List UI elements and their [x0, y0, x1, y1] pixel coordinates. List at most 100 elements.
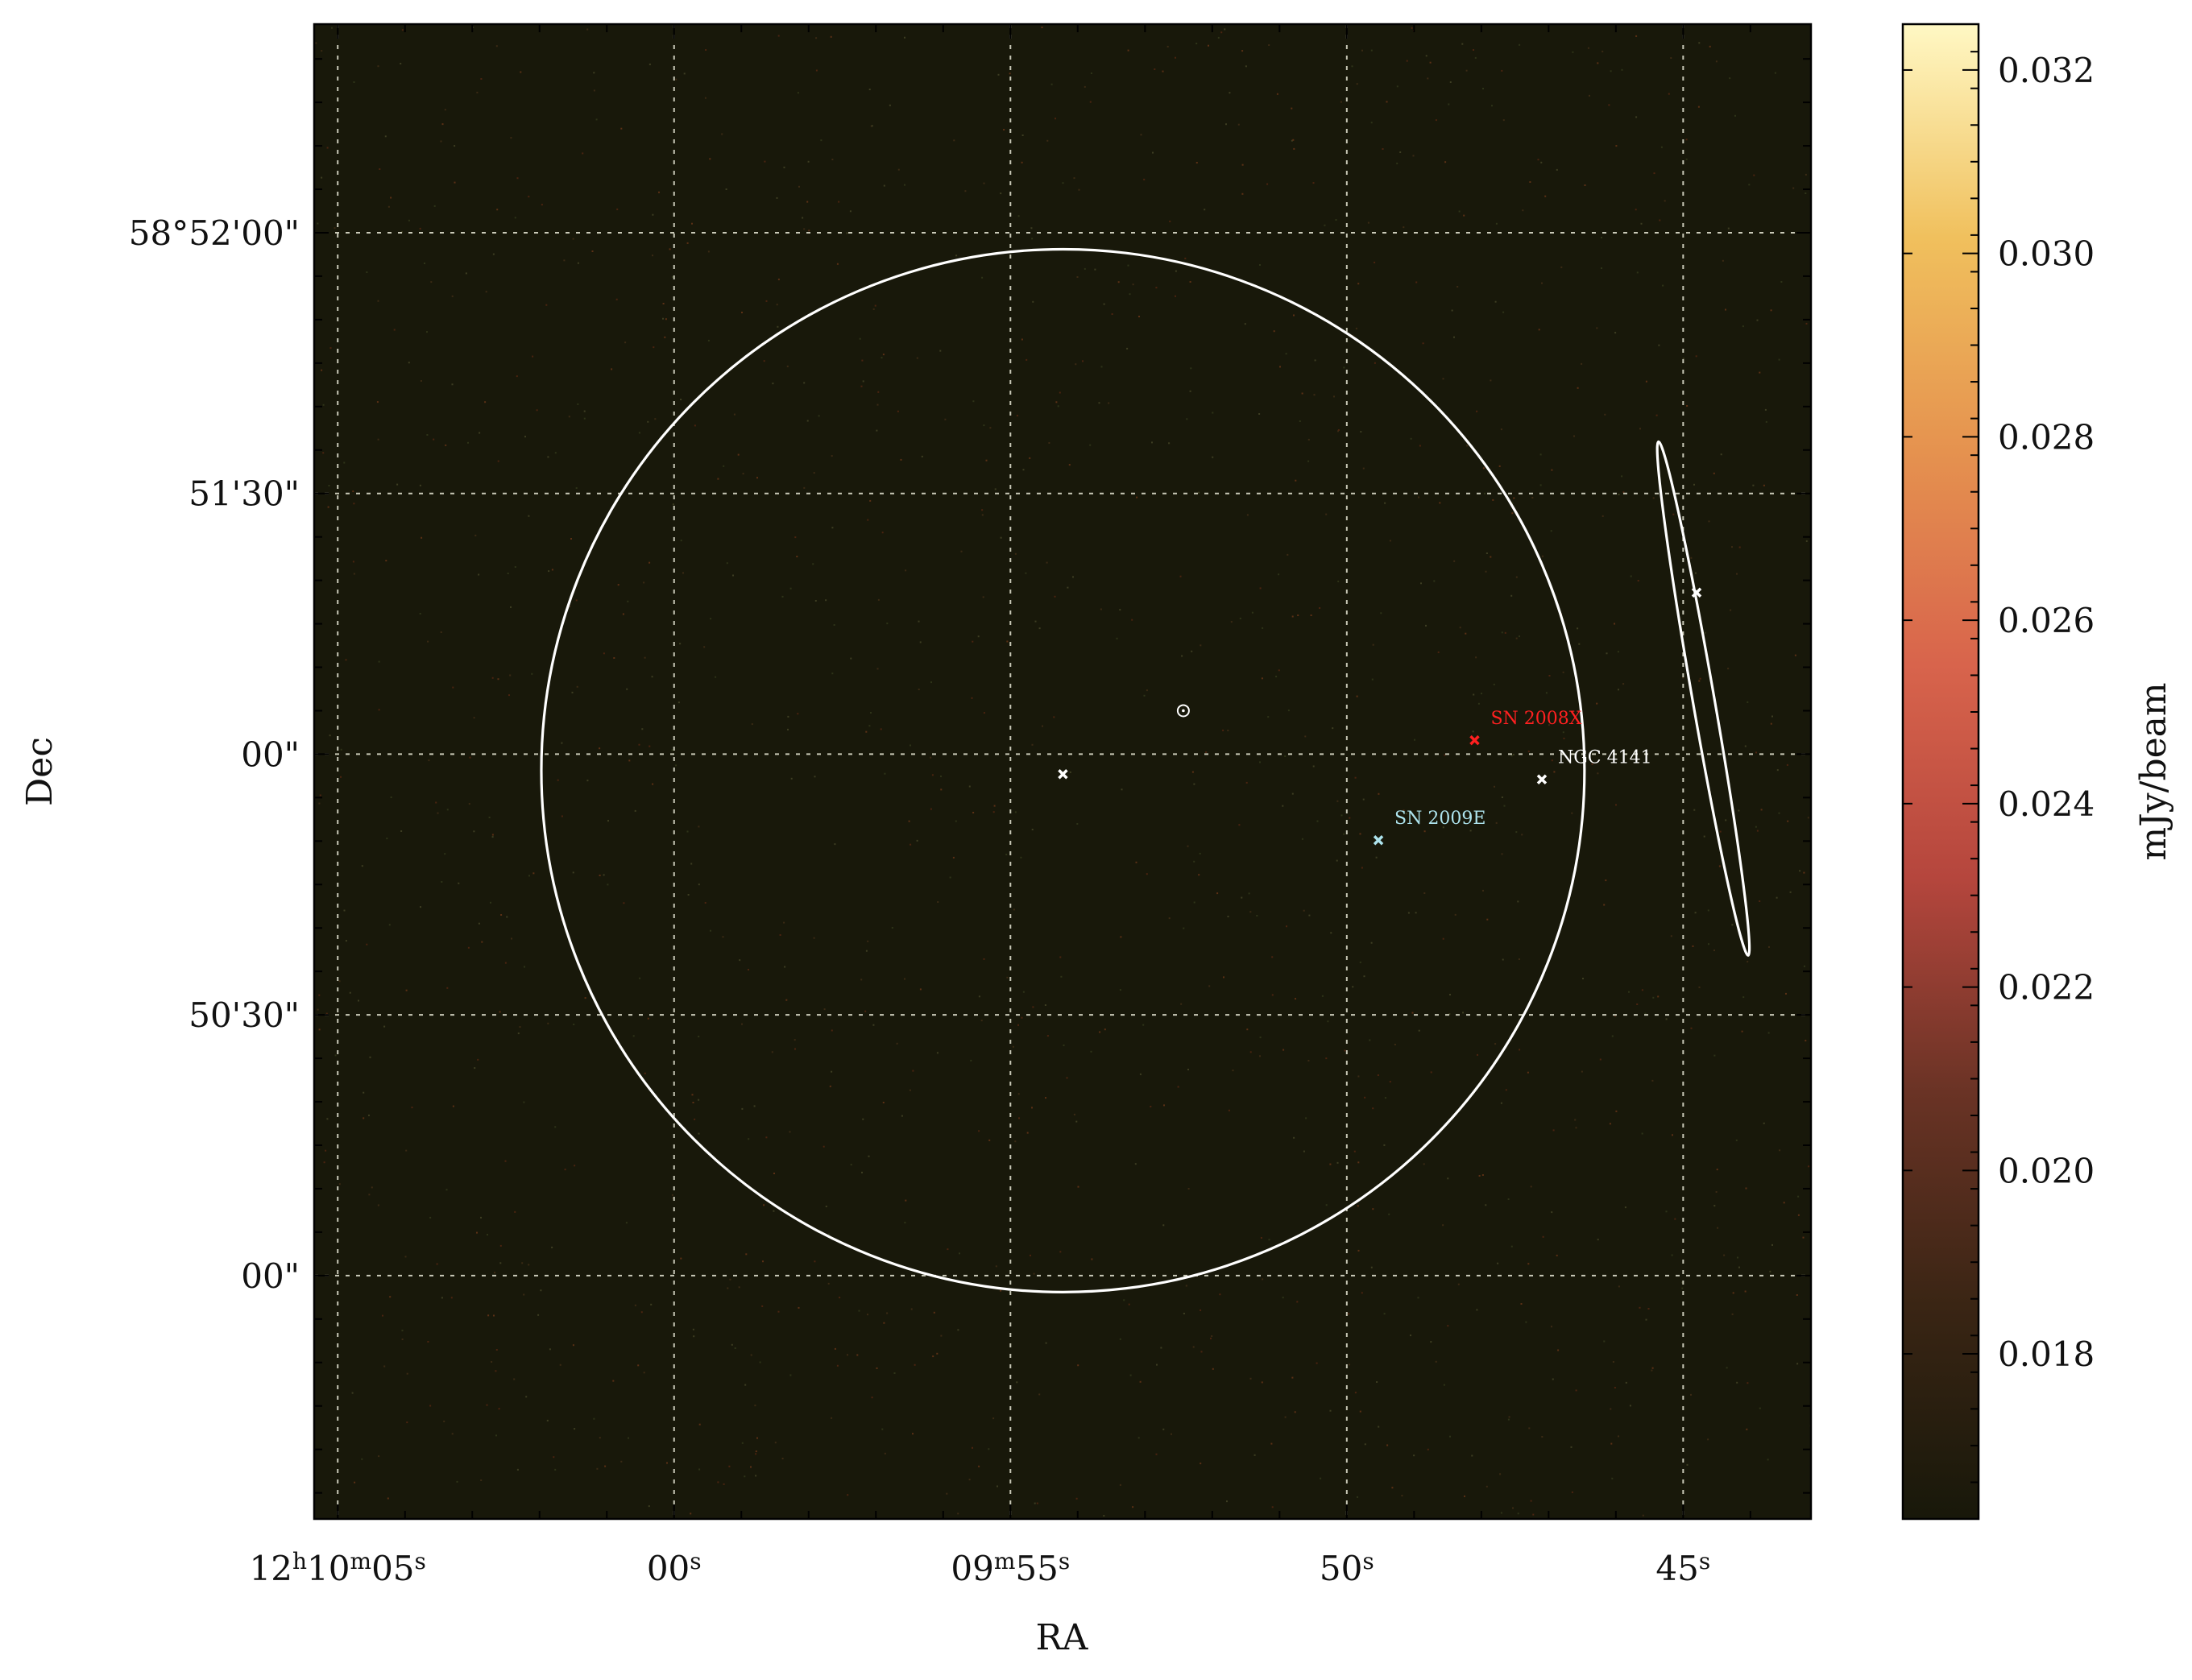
- noise-speck: [884, 1452, 886, 1454]
- noise-speck: [1000, 192, 1002, 195]
- noise-speck: [1771, 1243, 1773, 1246]
- noise-speck: [1076, 823, 1079, 825]
- noise-speck: [1316, 1362, 1318, 1364]
- noise-speck: [960, 550, 963, 552]
- noise-speck: [936, 1352, 939, 1355]
- noise-speck: [377, 65, 379, 68]
- noise-speck: [1211, 1335, 1213, 1337]
- noise-speck: [1747, 961, 1749, 963]
- noise-speck: [789, 1374, 792, 1376]
- noise-speck: [930, 756, 932, 759]
- noise-speck: [1551, 1326, 1552, 1328]
- noise-speck: [955, 820, 957, 822]
- noise-speck: [599, 875, 601, 876]
- noise-speck: [952, 856, 955, 859]
- noise-speck: [1449, 1435, 1451, 1438]
- noise-speck: [325, 1012, 328, 1015]
- noise-speck: [536, 409, 538, 412]
- noise-speck: [1045, 1342, 1047, 1344]
- noise-speck: [1138, 316, 1140, 317]
- noise-speck: [647, 1017, 649, 1020]
- noise-speck: [352, 490, 354, 493]
- noise-speck: [947, 1248, 949, 1251]
- noise-speck: [859, 337, 861, 340]
- noise-speck: [576, 685, 578, 688]
- noise-speck: [1029, 457, 1031, 459]
- noise-speck: [1082, 360, 1084, 362]
- noise-speck: [484, 401, 487, 403]
- noise-speck: [1337, 429, 1340, 431]
- noise-speck: [554, 1468, 557, 1471]
- noise-speck: [1195, 43, 1198, 44]
- noise-speck: [547, 1022, 549, 1024]
- noise-speck: [435, 801, 437, 804]
- noise-speck: [1776, 769, 1779, 772]
- noise-speck: [1163, 1104, 1165, 1107]
- axis-ticks: [314, 24, 1811, 1519]
- noise-speck: [1802, 1236, 1805, 1239]
- noise-speck: [1359, 1410, 1361, 1413]
- noise-speck: [545, 304, 548, 306]
- noise-speck: [1325, 513, 1328, 515]
- noise-speck: [1285, 353, 1287, 355]
- noise-speck: [361, 865, 363, 867]
- noise-speck: [1294, 1411, 1296, 1413]
- noise-speck: [1391, 1487, 1394, 1489]
- noise-speck: [698, 1036, 700, 1037]
- noise-speck: [1016, 415, 1018, 417]
- noise-speck: [1312, 765, 1315, 768]
- noise-speck: [1617, 651, 1619, 653]
- noise-speck: [1262, 1278, 1264, 1281]
- noise-speck: [478, 922, 480, 925]
- dec-tick-label: 50'30": [189, 995, 300, 1035]
- noise-speck: [1716, 1169, 1718, 1171]
- noise-speck: [1364, 1443, 1366, 1446]
- noise-speck: [1293, 314, 1295, 317]
- noise-speck: [813, 937, 815, 939]
- noise-speck: [1012, 1045, 1014, 1048]
- noise-speck: [1525, 1321, 1527, 1323]
- noise-speck: [1756, 319, 1759, 321]
- noise-speck: [1453, 336, 1455, 338]
- noise-speck: [803, 382, 806, 384]
- noise-speck: [1359, 833, 1361, 835]
- noise-speck: [1437, 651, 1440, 653]
- noise-speck: [1608, 104, 1610, 106]
- noise-speck: [1084, 267, 1086, 270]
- noise-speck: [1520, 1303, 1523, 1305]
- noise-speck: [1256, 915, 1258, 917]
- noise-speck: [1753, 174, 1755, 176]
- noise-speck: [1363, 975, 1365, 978]
- noise-speck: [1337, 580, 1340, 582]
- noise-speck: [1759, 1407, 1761, 1409]
- noise-speck: [721, 133, 723, 135]
- noise-speck: [488, 817, 491, 818]
- noise-speck: [495, 1434, 497, 1437]
- region-point: [1176, 704, 1190, 718]
- noise-speck: [1078, 188, 1080, 191]
- noise-speck: [1009, 72, 1011, 75]
- noise-speck: [1383, 1313, 1386, 1315]
- noise-speck: [1551, 469, 1553, 471]
- noise-speck: [628, 759, 631, 762]
- noise-speck: [1301, 838, 1303, 840]
- noise-speck: [686, 242, 689, 244]
- noise-speck: [671, 276, 673, 278]
- noise-speck: [671, 1194, 673, 1196]
- noise-speck: [1449, 81, 1452, 83]
- noise-speck: [868, 725, 871, 727]
- noise-speck: [622, 613, 624, 615]
- noise-speck: [883, 184, 885, 187]
- noise-speck: [528, 875, 530, 877]
- noise-speck: [611, 368, 613, 370]
- colorbar-tick-label: 0.024: [1998, 784, 2095, 824]
- noise-speck: [1562, 671, 1564, 673]
- noise-speck: [1636, 271, 1639, 274]
- noise-speck: [994, 488, 997, 490]
- noise-speck: [790, 777, 793, 780]
- noise-speck: [1746, 1428, 1748, 1430]
- noise-speck: [317, 1008, 319, 1011]
- region-circle: [540, 247, 1586, 1293]
- noise-speck: [1046, 561, 1048, 564]
- noise-speck: [1332, 727, 1334, 730]
